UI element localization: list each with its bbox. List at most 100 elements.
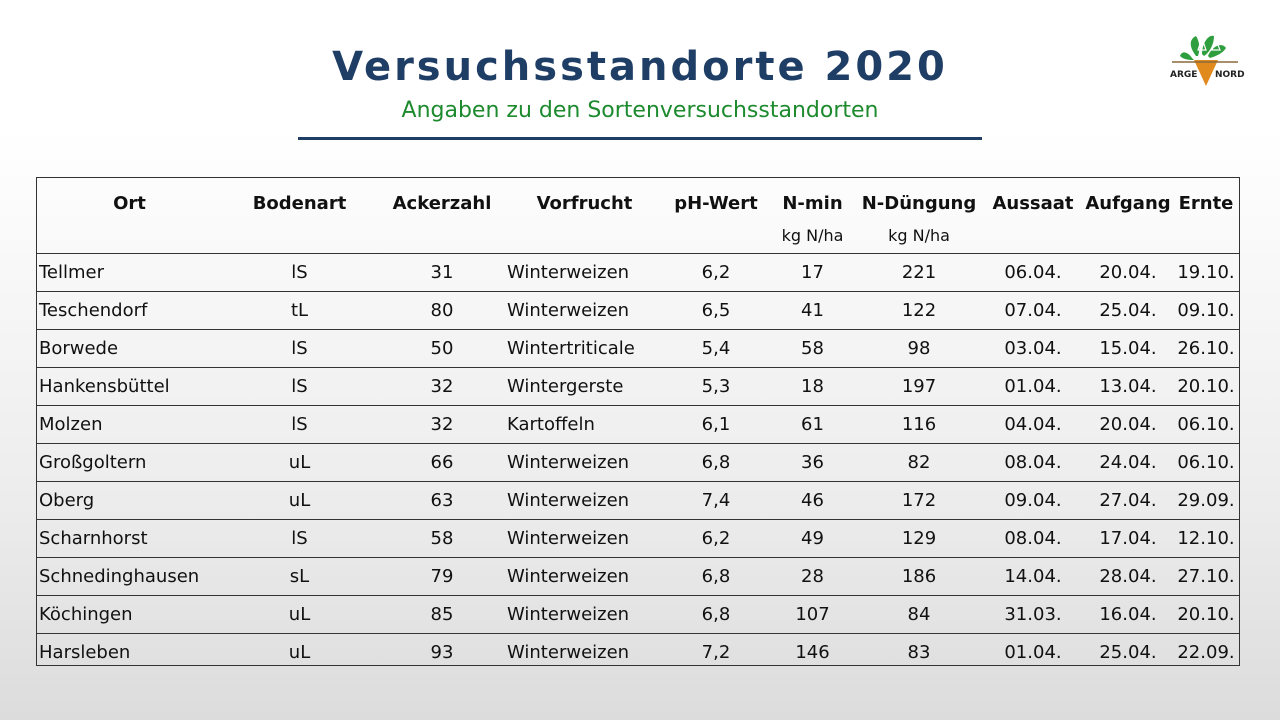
cell-ph-wert: 6,1: [662, 405, 770, 444]
cell-bodenart: lS: [222, 405, 377, 444]
cell-ernte: 29.09.: [1173, 481, 1239, 520]
cell-aufgang: 28.04.: [1083, 557, 1173, 596]
cell-aufgang: 15.04.: [1083, 329, 1173, 368]
table-row: Scharnhorst lS 58 Winterweizen 6,2 49 129 08.04…: [37, 519, 1239, 558]
cell-aufgang: 24.04.: [1083, 443, 1173, 482]
unit-cell: [222, 226, 377, 254]
cell-ort: Großgoltern: [37, 443, 222, 482]
cell-n-duengung: 98: [855, 329, 983, 368]
cell-vorfrucht: Winterweizen: [507, 481, 662, 520]
cell-ort: Teschendorf: [37, 291, 222, 330]
col-header-aufgang: Aufgang: [1085, 192, 1171, 214]
cell-ort: Molzen: [37, 405, 222, 444]
cell-ort: Hankensbüttel: [37, 367, 222, 406]
col-header-n-min: N-min: [782, 192, 843, 214]
cell-ort: Schnedinghausen: [37, 557, 222, 596]
cell-n-duengung: 172: [855, 481, 983, 520]
table-row: Borwede lS 50 Wintertriticale 5,4 58 98 03.04. 1…: [37, 329, 1239, 368]
cell-ph-wert: 6,2: [662, 519, 770, 558]
cell-ph-wert: 5,4: [662, 329, 770, 368]
cell-ernte: 06.10.: [1173, 443, 1239, 482]
page-title: Versuchsstandorte 2020: [332, 44, 948, 90]
table-row: Oberg uL 63 Winterweizen 7,4 46 172 09.04. 27.04…: [37, 481, 1239, 520]
col-header-vorfrucht: Vorfrucht: [536, 192, 633, 214]
cell-aussaat: 31.03.: [983, 595, 1083, 634]
cell-vorfrucht: Wintergerste: [507, 367, 662, 406]
cell-aufgang: 16.04.: [1083, 595, 1173, 634]
cell-aufgang: 17.04.: [1083, 519, 1173, 558]
cell-aussaat: 04.04.: [983, 405, 1083, 444]
unit-cell: [1173, 226, 1239, 254]
table-header-row: Ort Bodenart Ackerzahl Vorfrucht pH-Wert…: [37, 178, 1239, 226]
cell-n-min: 17: [770, 253, 855, 292]
cell-ackerzahl: 58: [377, 519, 507, 558]
unit-cell: [662, 226, 770, 254]
cell-n-duengung: 129: [855, 519, 983, 558]
cell-ackerzahl: 63: [377, 481, 507, 520]
unit-cell: [507, 226, 662, 254]
cell-aussaat: 08.04.: [983, 519, 1083, 558]
cell-aufgang: 27.04.: [1083, 481, 1173, 520]
cell-ort: Köchingen: [37, 595, 222, 634]
cell-ernte: 22.09.: [1173, 633, 1239, 671]
cell-ernte: 20.10.: [1173, 367, 1239, 406]
table-row: Hankensbüttel lS 32 Wintergerste 5,3 18 197 01.…: [37, 367, 1239, 406]
cell-vorfrucht: Kartoffeln: [507, 405, 662, 444]
cell-n-min: 107: [770, 595, 855, 634]
cell-ackerzahl: 32: [377, 405, 507, 444]
cell-ort: Oberg: [37, 481, 222, 520]
unit-cell: [983, 226, 1083, 254]
col-header-aussaat: Aussaat: [992, 192, 1074, 214]
cell-bodenart: tL: [222, 291, 377, 330]
cell-aussaat: 08.04.: [983, 443, 1083, 482]
cell-ackerzahl: 79: [377, 557, 507, 596]
cell-bodenart: lS: [222, 329, 377, 368]
cell-vorfrucht: Wintertriticale: [507, 329, 662, 368]
cell-ph-wert: 5,3: [662, 367, 770, 406]
cell-ernte: 27.10.: [1173, 557, 1239, 596]
cell-ph-wert: 6,8: [662, 443, 770, 482]
col-header-n-duengung: N-Düngung: [861, 192, 977, 214]
cell-aufgang: 20.04.: [1083, 253, 1173, 292]
cell-ackerzahl: 85: [377, 595, 507, 634]
cell-n-min: 61: [770, 405, 855, 444]
logo-text-left: ARGE: [1170, 70, 1197, 80]
cell-n-min: 41: [770, 291, 855, 330]
title-divider: [298, 137, 982, 140]
cell-vorfrucht: Winterweizen: [507, 633, 662, 671]
cell-ort: Harsleben: [37, 633, 222, 671]
col-header-bodenart: Bodenart: [252, 192, 347, 214]
col-header-ort: Ort: [113, 192, 146, 214]
cell-vorfrucht: Winterweizen: [507, 443, 662, 482]
unit-cell: [37, 226, 222, 254]
cell-n-duengung: 82: [855, 443, 983, 482]
cell-ernte: 20.10.: [1173, 595, 1239, 634]
cell-bodenart: uL: [222, 633, 377, 671]
cell-ackerzahl: 93: [377, 633, 507, 671]
logo-text-right: NORD: [1215, 70, 1245, 80]
cell-bodenart: lS: [222, 253, 377, 292]
cell-ph-wert: 7,4: [662, 481, 770, 520]
cell-ph-wert: 6,5: [662, 291, 770, 330]
cell-vorfrucht: Winterweizen: [507, 595, 662, 634]
cell-aufgang: 13.04.: [1083, 367, 1173, 406]
table-units-row: kg N/ha kg N/ha: [37, 226, 1239, 254]
cell-n-duengung: 122: [855, 291, 983, 330]
table-row: Teschendorf tL 80 Winterweizen 6,5 41 122 07.04…: [37, 291, 1239, 330]
cell-ph-wert: 6,2: [662, 253, 770, 292]
table-row: Molzen lS 32 Kartoffeln 6,1 61 116 04.04. 20.04.…: [37, 405, 1239, 444]
cell-bodenart: uL: [222, 481, 377, 520]
cell-ernte: 12.10.: [1173, 519, 1239, 558]
cell-ernte: 09.10.: [1173, 291, 1239, 330]
unit-cell: [1083, 226, 1173, 254]
table-row: Schnedinghausen sL 79 Winterweizen 6,8 28 186 1…: [37, 557, 1239, 596]
cell-aussaat: 07.04.: [983, 291, 1083, 330]
cell-ernte: 26.10.: [1173, 329, 1239, 368]
cell-vorfrucht: Winterweizen: [507, 291, 662, 330]
arge-nord-logo: ARGE NORD: [1168, 30, 1250, 92]
table-row: Köchingen uL 85 Winterweizen 6,8 107 84 31.03. 1…: [37, 595, 1239, 634]
table-row: Tellmer lS 31 Winterweizen 6,2 17 221 06.04. 20.…: [37, 253, 1239, 292]
cell-n-min: 28: [770, 557, 855, 596]
cell-aussaat: 01.04.: [983, 367, 1083, 406]
cell-ph-wert: 6,8: [662, 595, 770, 634]
